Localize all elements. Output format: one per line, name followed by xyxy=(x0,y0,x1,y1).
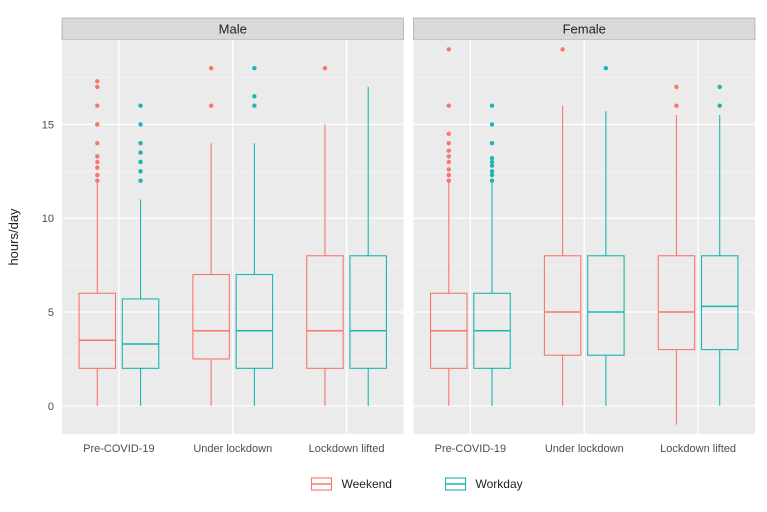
x-tick-label: Pre-COVID-19 xyxy=(83,443,155,455)
outlier-point xyxy=(95,160,99,164)
facet-header-label: Female xyxy=(563,22,606,37)
legend-label: Workday xyxy=(476,477,523,491)
legend-label: Weekend xyxy=(342,477,392,491)
x-tick-label: Pre-COVID-19 xyxy=(435,443,507,455)
outlier-point xyxy=(138,103,142,107)
outlier-point xyxy=(447,148,451,152)
outlier-point xyxy=(674,103,678,107)
y-tick-label: 10 xyxy=(42,213,54,225)
outlier-point xyxy=(674,85,678,89)
outlier-point xyxy=(95,85,99,89)
outlier-point xyxy=(718,103,722,107)
outlier-point xyxy=(95,141,99,145)
outlier-point xyxy=(447,103,451,107)
outlier-point xyxy=(209,103,213,107)
outlier-point xyxy=(490,160,494,164)
x-tick-label: Lockdown lifted xyxy=(660,443,736,455)
outlier-point xyxy=(490,122,494,126)
outlier-point xyxy=(95,165,99,169)
outlier-point xyxy=(138,141,142,145)
facet-header-label: Male xyxy=(219,22,247,37)
x-tick-label: Under lockdown xyxy=(193,443,272,455)
outlier-point xyxy=(447,179,451,183)
outlier-point xyxy=(447,141,451,145)
y-axis-label: hours/day xyxy=(6,208,21,266)
boxplot-chart: { "layout": { "width": 767, "height": 51… xyxy=(0,0,767,512)
outlier-point xyxy=(252,94,256,98)
outlier-point xyxy=(490,156,494,160)
outlier-point xyxy=(490,141,494,145)
outlier-point xyxy=(95,179,99,183)
y-tick-label: 5 xyxy=(48,307,54,319)
outlier-point xyxy=(447,132,451,136)
outlier-point xyxy=(490,103,494,107)
outlier-point xyxy=(490,169,494,173)
outlier-point xyxy=(718,85,722,89)
y-tick-label: 15 xyxy=(42,119,54,131)
outlier-point xyxy=(490,179,494,183)
outlier-point xyxy=(95,122,99,126)
outlier-point xyxy=(604,66,608,70)
x-tick-label: Under lockdown xyxy=(545,443,624,455)
outlier-point xyxy=(95,79,99,83)
outlier-point xyxy=(252,66,256,70)
outlier-point xyxy=(209,66,213,70)
outlier-point xyxy=(252,103,256,107)
outlier-point xyxy=(447,167,451,171)
x-tick-label: Lockdown lifted xyxy=(309,443,385,455)
outlier-point xyxy=(447,47,451,51)
outlier-point xyxy=(138,150,142,154)
outlier-point xyxy=(95,173,99,177)
outlier-point xyxy=(138,160,142,164)
outlier-point xyxy=(447,160,451,164)
outlier-point xyxy=(490,173,494,177)
outlier-point xyxy=(95,103,99,107)
outlier-point xyxy=(323,66,327,70)
outlier-point xyxy=(447,154,451,158)
outlier-point xyxy=(447,173,451,177)
outlier-point xyxy=(95,154,99,158)
outlier-point xyxy=(138,179,142,183)
chart-svg: hours/day 0 5 10 15 Male Pre-COVID-19 Under loc… xyxy=(0,0,767,512)
y-tick-label: 0 xyxy=(48,401,54,413)
outlier-point xyxy=(490,164,494,168)
outlier-point xyxy=(138,122,142,126)
outlier-point xyxy=(560,47,564,51)
outlier-point xyxy=(138,169,142,173)
